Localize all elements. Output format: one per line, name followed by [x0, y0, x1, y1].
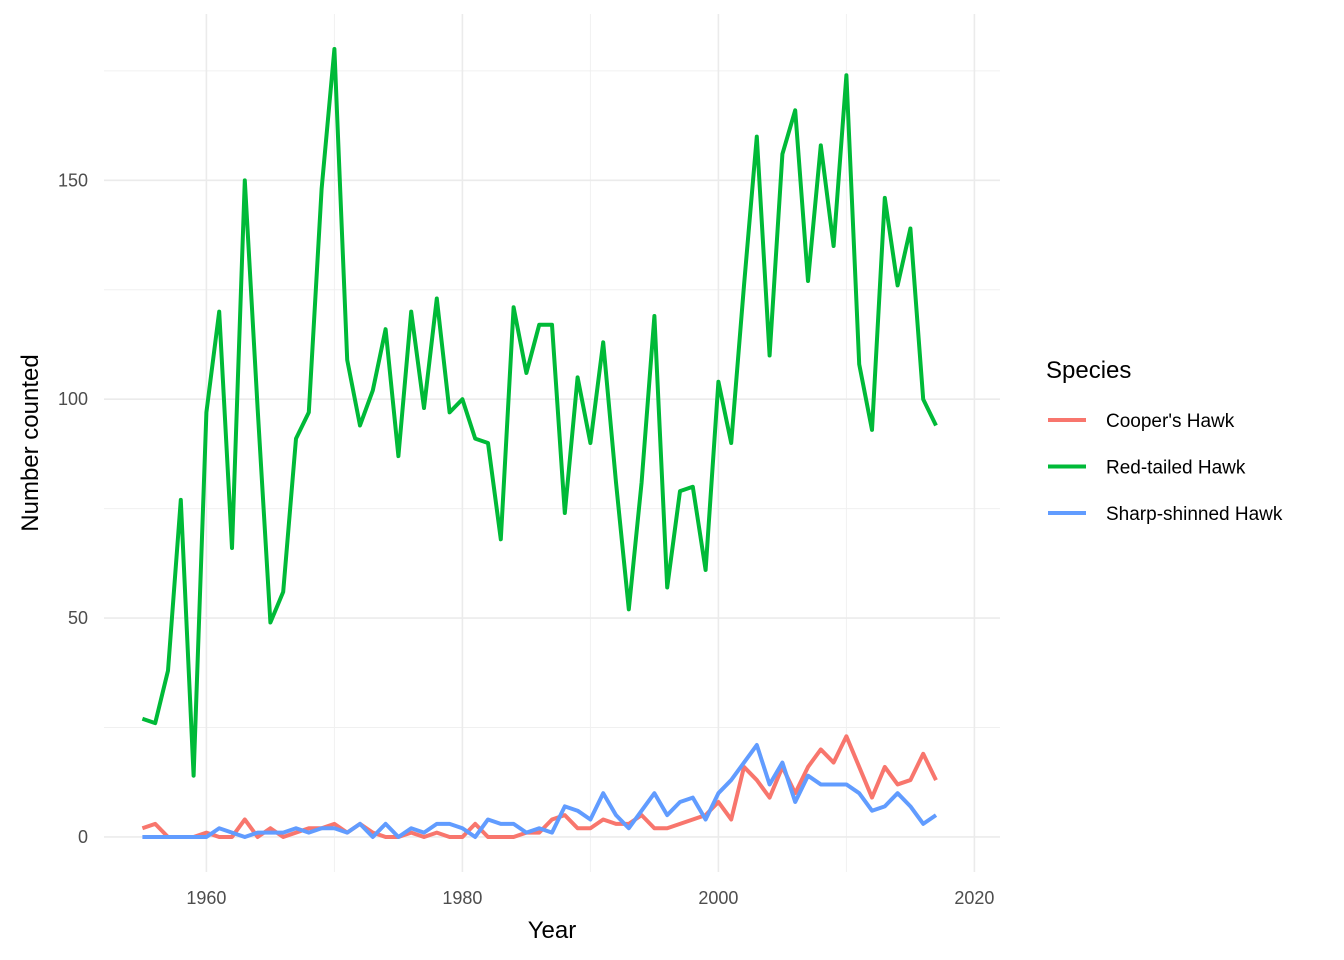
legend-label-cooper-s-hawk: Cooper's Hawk [1106, 411, 1235, 432]
legend: Species Cooper's Hawk Red-tailed Hawk Shar… [1046, 357, 1283, 525]
minor-gridlines [104, 14, 1000, 872]
y-tick-label: 50 [68, 608, 88, 628]
x-axis-tick-labels: 1960 1980 2000 2020 [186, 888, 994, 908]
x-tick-label: 2000 [698, 888, 738, 908]
x-axis-title: Year [528, 917, 577, 944]
x-tick-label: 1980 [442, 888, 482, 908]
legend-items: Cooper's Hawk Red-tailed Hawk Sharp-shinne… [1048, 411, 1283, 525]
major-gridlines [104, 14, 1000, 872]
series-line-red-tailed-hawk [141, 47, 938, 778]
y-tick-label: 150 [58, 170, 88, 190]
series-line-sharp-shinned-hawk [142, 743, 938, 839]
legend-label-sharp-shinned-hawk: Sharp-shinned Hawk [1106, 504, 1283, 525]
legend-title: Species [1046, 357, 1131, 384]
y-tick-label: 0 [78, 827, 88, 847]
legend-label-red-tailed-hawk: Red-tailed Hawk [1106, 458, 1246, 479]
y-tick-label: 100 [58, 389, 88, 409]
x-tick-label: 2020 [954, 888, 994, 908]
y-axis-title: Number counted [17, 354, 44, 531]
series-lines [141, 47, 938, 839]
y-axis-tick-labels: 0 50 100 150 [58, 170, 88, 847]
x-tick-label: 1960 [186, 888, 226, 908]
series-line-cooper-s-hawk [141, 734, 938, 839]
